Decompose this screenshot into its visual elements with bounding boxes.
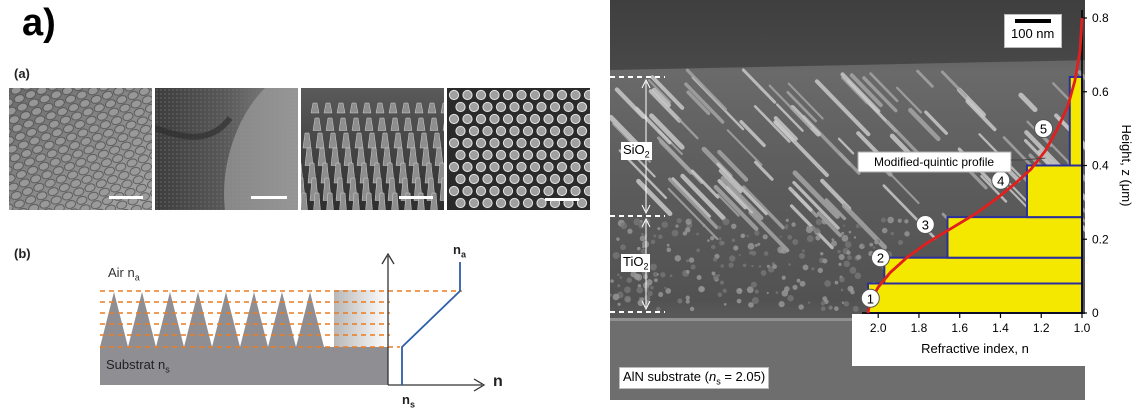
x-axis-panel xyxy=(852,314,1092,366)
sem-image-hexagonal-domes xyxy=(8,87,153,211)
x-axis-label: Refractive index, n xyxy=(921,341,1029,356)
profile-annotation-box xyxy=(857,151,1012,173)
x-tick-label: 1.4 xyxy=(992,321,1009,335)
step-marker-label: 3 xyxy=(922,218,929,233)
x-tick-label: 2.0 xyxy=(870,321,887,335)
profile-bottom-label: ns xyxy=(402,392,415,410)
air-label: Air na xyxy=(108,265,140,283)
y-tick-label: 0.2 xyxy=(1092,232,1109,246)
step-marker-5 xyxy=(1034,119,1054,139)
scale-bar: 100 nm xyxy=(1004,14,1062,48)
step-marker-label: 2 xyxy=(877,251,884,266)
step-marker-label: 5 xyxy=(1040,122,1047,137)
profile-top-label: na xyxy=(453,242,466,260)
sem-image-pillar-array xyxy=(300,87,445,211)
index-step-3 xyxy=(946,216,1083,259)
y-axis-label: Height, z (μm) xyxy=(1119,125,1134,207)
step-marker-3 xyxy=(915,215,935,234)
substrate-label: Substrat ns xyxy=(106,357,170,375)
refractive-index-chart: 0 0.2 0.4 0.6 0.8 2.0 1.8 1.6 1.4 1.2 1.0 Refractiv… xyxy=(840,0,1140,413)
y-tick-label: 0.8 xyxy=(1092,11,1109,25)
x-tick-label: 1.0 xyxy=(1074,321,1091,335)
step-marker-2 xyxy=(870,248,890,268)
y-tick-label: 0.6 xyxy=(1092,85,1109,99)
y-tick-label: 0.4 xyxy=(1092,159,1109,173)
profile-annotation-leader xyxy=(1011,157,1046,161)
panel-a-sub-a-label: (a) xyxy=(14,66,30,81)
quintic-profile-curve xyxy=(866,17,1084,314)
sio2-label: SiO2 xyxy=(621,142,652,160)
y-axis-panel xyxy=(1085,0,1140,413)
tio2-label: TiO2 xyxy=(621,254,651,272)
index-step-4 xyxy=(1025,164,1084,219)
profile-annotation-label: Modified-quintic profile xyxy=(874,155,994,169)
step-marker-label: 1 xyxy=(867,291,874,306)
index-step-2 xyxy=(883,256,1083,285)
substrate-caption: AlN substrate (ns = 2.05) xyxy=(619,367,770,389)
n-axis-label: n xyxy=(493,373,503,390)
panel-a-sub-b-label: (b) xyxy=(14,246,31,261)
sem-image-curved-nanostructure xyxy=(154,87,299,211)
panel-a-label: a) xyxy=(22,2,56,44)
x-tick-label: 1.2 xyxy=(1033,321,1050,335)
index-step-1 xyxy=(867,282,1083,314)
x-tick-label: 1.8 xyxy=(911,321,928,335)
sem-image-dot-array xyxy=(446,87,591,211)
step-marker-label: 4 xyxy=(997,173,1004,188)
step-marker-1 xyxy=(860,288,880,308)
x-tick-label: 1.6 xyxy=(951,321,968,335)
y-tick-label: 0 xyxy=(1092,306,1099,320)
graded-index-schematic xyxy=(90,250,510,400)
